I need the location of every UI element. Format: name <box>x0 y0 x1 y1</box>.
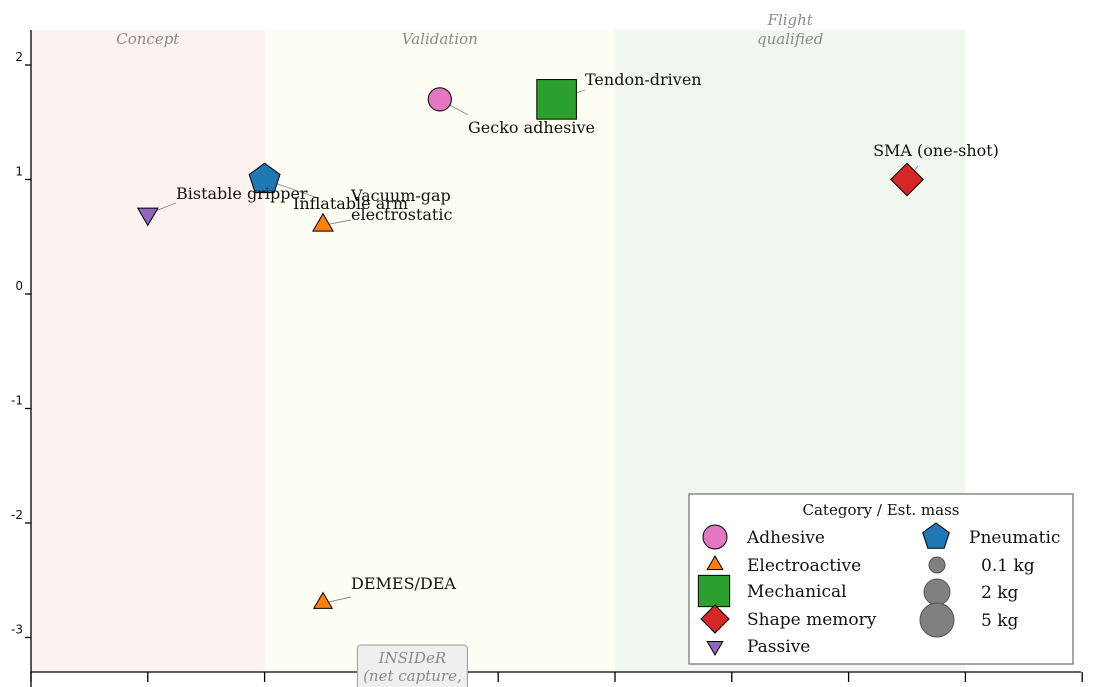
point-label: Bistable gripper <box>176 184 308 203</box>
point-label: Vacuum-gap <box>350 186 451 205</box>
y-tick-label: 2 <box>15 50 23 64</box>
y-tick-label: 0 <box>15 279 23 293</box>
legend-label: Shape memory <box>747 610 877 630</box>
point-label: DEMES/DEA <box>351 574 456 593</box>
point-label: electrostatic <box>351 205 452 224</box>
phase-label: Validation <box>402 30 478 48</box>
callout-box <box>356 644 468 687</box>
point-label: Inflatable arm <box>293 194 408 213</box>
phase-band <box>264 30 615 672</box>
legend-marker-mechanical <box>697 574 731 608</box>
callout-text: INSIDeR <box>378 649 446 667</box>
insider-callout: INSIDeR(net capture, <box>356 644 468 687</box>
legend-marker-passive <box>706 641 724 656</box>
phase-label: Concept <box>116 30 180 48</box>
legend-size-marker <box>923 578 951 606</box>
phase-label: qualified <box>757 30 823 48</box>
y-tick-label: -3 <box>11 623 23 637</box>
callout-text: (net capture, <box>363 667 462 685</box>
axes: -3 -2 -1 0 1 2 <box>11 30 1083 687</box>
legend: Category / Est. mass Adhesive Electroactiv… <box>688 493 1074 665</box>
point-label: Gecko adhesive <box>468 118 595 137</box>
legend-marker-pneumatic <box>922 522 950 549</box>
legend-size-label: 5 kg <box>981 611 1019 631</box>
legend-label: Electroactive <box>747 556 861 576</box>
point-label: SMA (one-shot) <box>873 141 999 160</box>
legend-label: Mechanical <box>747 582 847 602</box>
legend-size-label: 0.1 kg <box>981 556 1035 576</box>
legend-marker-shape-memory <box>700 604 730 634</box>
data-point-pneumatic <box>248 162 281 194</box>
legend-label: Adhesive <box>746 528 825 548</box>
y-tick-label: 1 <box>15 165 23 179</box>
y-tick-label: -1 <box>11 394 23 408</box>
legend-marker-adhesive <box>702 524 728 550</box>
legend-size-label: 2 kg <box>981 583 1019 603</box>
phase-label: Flight <box>767 11 814 29</box>
data-point-shape-memory <box>890 162 924 197</box>
phase-band <box>31 30 265 672</box>
legend-marker-electroactive <box>706 555 724 570</box>
legend-box <box>688 493 1074 665</box>
legend-size-marker <box>928 556 946 574</box>
data-point-passive <box>136 207 159 227</box>
legend-label: Passive <box>747 637 810 657</box>
legend-title: Category / Est. mass <box>803 501 960 519</box>
legend-label: Pneumatic <box>969 528 1060 548</box>
legend-size-marker <box>919 602 955 638</box>
point-label: Tendon-driven <box>585 70 702 89</box>
data-point-mechanical <box>536 79 577 120</box>
y-tick-label: -2 <box>11 508 23 522</box>
data-points: Gecko adhesive Tendon-driven SMA (one-shot… <box>136 70 999 609</box>
data-point-electroactive <box>312 212 334 232</box>
data-point-electroactive <box>312 591 334 609</box>
data-point-adhesive <box>427 87 452 112</box>
